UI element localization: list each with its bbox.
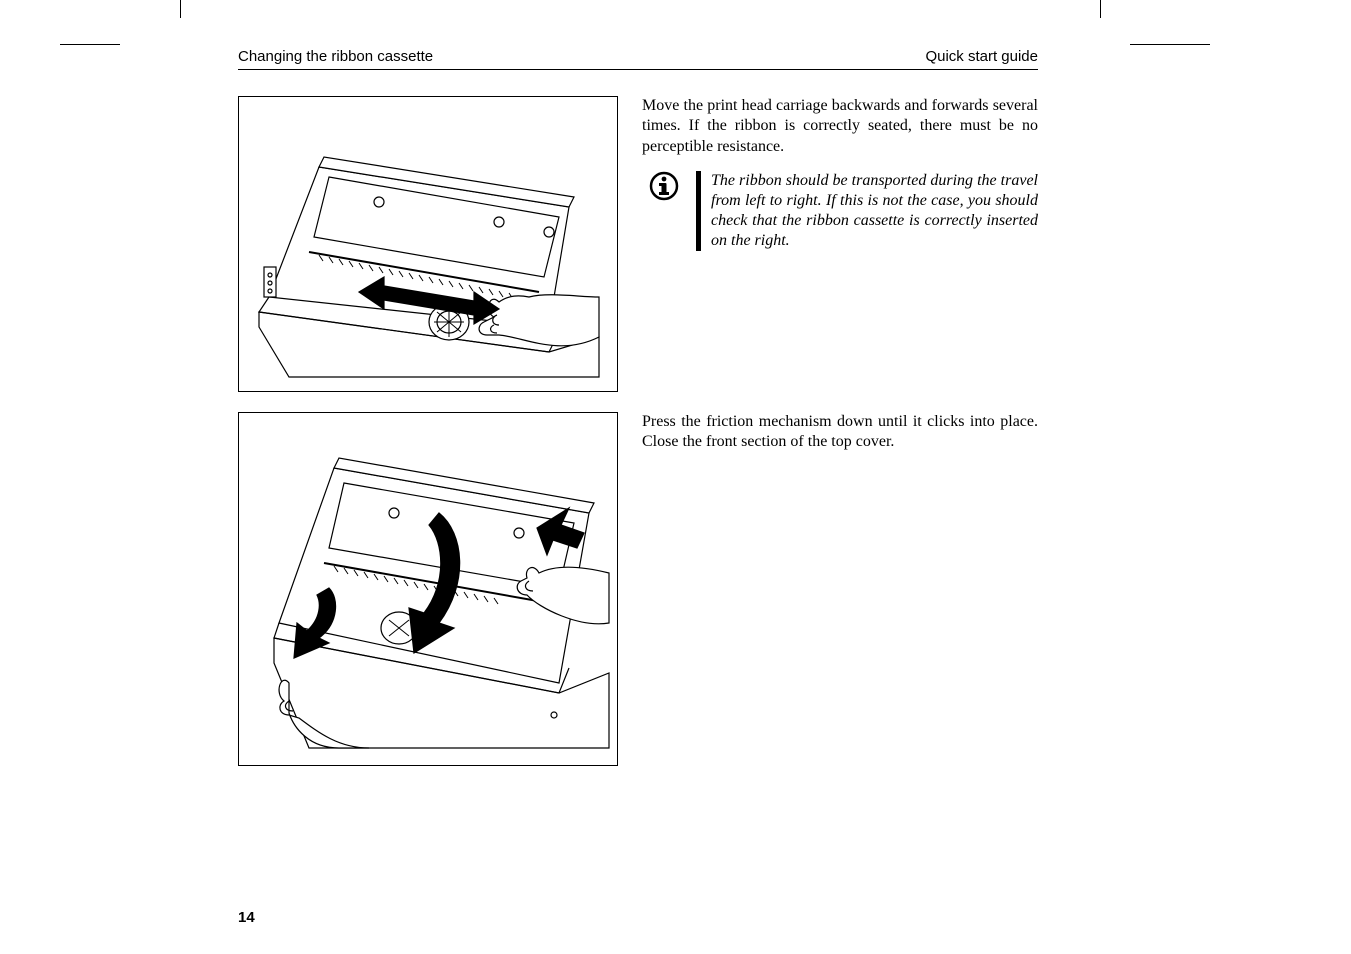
- info-icon: [642, 171, 686, 251]
- section-1-paragraph: Move the print head carriage backwards a…: [642, 96, 1038, 157]
- page-header: Changing the ribbon cassette Quick start…: [238, 48, 1038, 70]
- printer-illustration-2-icon: [239, 413, 617, 765]
- info-note: The ribbon should be transported during …: [642, 171, 1038, 251]
- printer-illustration-1-icon: [239, 97, 617, 391]
- figure-2: [238, 412, 618, 766]
- section-2: Press the friction mechanism down until …: [238, 412, 1038, 766]
- header-right: Quick start guide: [925, 48, 1038, 65]
- note-text: The ribbon should be transported during …: [711, 171, 1038, 251]
- note-divider: [696, 171, 701, 251]
- page-number: 14: [238, 909, 255, 926]
- header-left: Changing the ribbon cassette: [238, 48, 433, 65]
- section-1: Move the print head carriage backwards a…: [238, 96, 1038, 392]
- section-2-text: Press the friction mechanism down until …: [642, 412, 1038, 766]
- figure-1: [238, 96, 618, 392]
- section-2-paragraph: Press the friction mechanism down until …: [642, 412, 1038, 453]
- page-content: Changing the ribbon cassette Quick start…: [238, 48, 1038, 786]
- section-1-text: Move the print head carriage backwards a…: [642, 96, 1038, 392]
